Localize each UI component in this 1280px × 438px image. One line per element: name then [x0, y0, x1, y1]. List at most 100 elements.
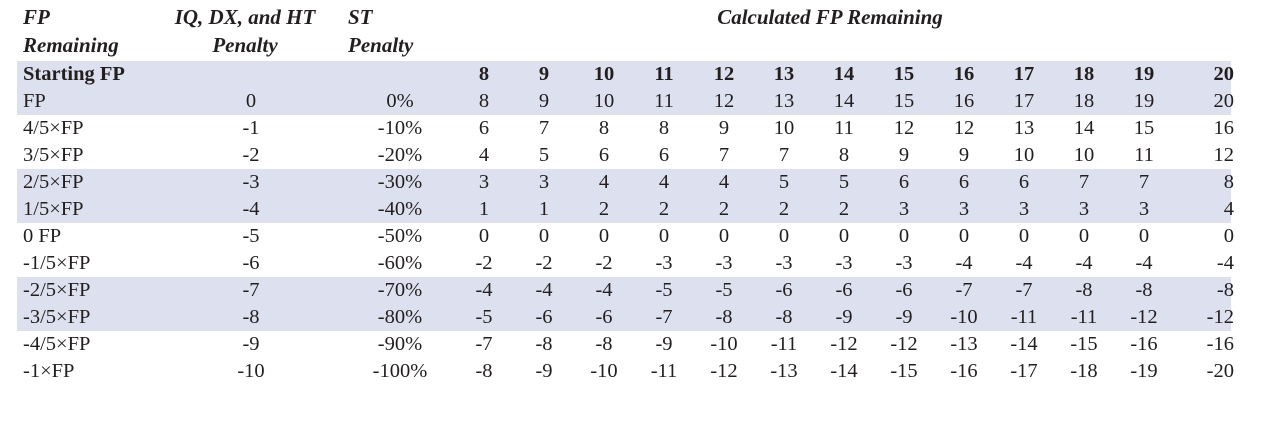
- fp-value-cell: 15: [893, 63, 915, 85]
- fp-value-cell: 19: [1133, 63, 1155, 85]
- fp-value-cell: -3: [775, 252, 793, 274]
- st-penalty-cell: -90%: [377, 333, 423, 355]
- fp-value-cell: -9: [535, 360, 553, 382]
- fp-value-cell: 17: [1013, 90, 1035, 112]
- fp-value-cell: 14: [833, 63, 855, 85]
- fp-value-cell: 5: [538, 144, 550, 166]
- table-row: 2/5×FP -3 -30% 3 3 4 4 4 5 5 6 6 6 7 7 8: [17, 169, 1238, 196]
- fp-value-cell: -2: [475, 252, 493, 274]
- fp-value-cell: -11: [650, 360, 678, 382]
- fp-value-cell: -15: [890, 360, 918, 382]
- fp-value-cell: 18: [1073, 63, 1095, 85]
- iq-dx-ht-penalty-cell: -3: [242, 171, 260, 193]
- fp-value-cell: 0: [958, 225, 970, 247]
- fp-value-cell: -8: [1075, 279, 1093, 301]
- fp-value-cell: 2: [778, 198, 790, 220]
- iq-dx-ht-penalty-cell: [156, 61, 346, 88]
- row-label: 4/5×FP: [23, 117, 84, 139]
- fp-value-cell: -4: [475, 279, 493, 301]
- fp-value-cell: -7: [955, 279, 973, 301]
- fp-value-cell: 10: [1073, 144, 1095, 166]
- fp-value-cell: 0: [1138, 225, 1150, 247]
- fp-value-cell: 11: [834, 117, 854, 139]
- st-penalty-cell: -100%: [372, 360, 428, 382]
- fp-value-cell: -2: [535, 252, 553, 274]
- fp-value-cell: 7: [718, 144, 730, 166]
- fp-value-cell: 18: [1073, 90, 1095, 112]
- fp-value-cell: 20: [1213, 90, 1235, 112]
- header-st-penalty-line2: Penalty: [348, 33, 414, 57]
- fp-value-cell: 0: [478, 225, 490, 247]
- fp-value-cell: 16: [953, 63, 975, 85]
- fp-value-cell: -6: [775, 279, 793, 301]
- fp-value-cell: -13: [950, 333, 978, 355]
- fp-value-cell: -4: [535, 279, 553, 301]
- fp-value-cell: 8: [1223, 171, 1234, 193]
- fp-value-cell: -12: [710, 360, 738, 382]
- st-penalty-cell: -10%: [377, 117, 423, 139]
- fp-value-cell: 6: [658, 144, 670, 166]
- table-row: -1/5×FP -6 -60% -2 -2 -2 -3 -3 -3 -3 -3 -4 -4 -4 -4 -4: [17, 250, 1238, 277]
- fp-value-cell: -7: [1015, 279, 1033, 301]
- fp-value-cell: -11: [1070, 306, 1098, 328]
- header-st-penalty-line1: ST: [348, 5, 373, 29]
- fp-value-cell: -8: [715, 306, 733, 328]
- fp-value-cell: -5: [655, 279, 673, 301]
- header-fp-remaining: FP Remaining: [23, 3, 119, 59]
- row-band-lower: [17, 277, 1231, 331]
- fp-value-cell: 3: [1018, 198, 1030, 220]
- fp-value-cell: 5: [838, 171, 850, 193]
- iq-dx-ht-penalty-cell: -4: [242, 198, 260, 220]
- fp-value-cell: 3: [478, 171, 490, 193]
- iq-dx-ht-penalty-cell: -9: [242, 333, 260, 355]
- st-penalty-cell: -50%: [377, 225, 423, 247]
- iq-dx-ht-penalty-cell: -8: [242, 306, 260, 328]
- fp-value-cell: 9: [718, 117, 730, 139]
- st-penalty-cell: -20%: [377, 144, 423, 166]
- fp-value-cell: 12: [893, 117, 915, 139]
- fp-value-cell: -20: [1206, 360, 1234, 382]
- fp-value-cell: -10: [950, 306, 978, 328]
- fp-value-cell: -4: [1015, 252, 1033, 274]
- fp-value-cell: 8: [478, 63, 490, 85]
- fp-value-cell: 2: [838, 198, 850, 220]
- fp-value-cell: 6: [898, 171, 910, 193]
- fp-value-cell: 2: [598, 198, 610, 220]
- row-label: -3/5×FP: [23, 306, 91, 328]
- fp-value-cell: 12: [953, 117, 975, 139]
- header-calculated-fp-remaining: Calculated FP Remaining: [717, 5, 943, 29]
- fp-value-cell: 8: [478, 90, 490, 112]
- row-label: -2/5×FP: [23, 279, 91, 301]
- fp-value-cell: 6: [958, 171, 970, 193]
- fp-value-cell: -16: [1130, 333, 1158, 355]
- fp-value-cell: -12: [1130, 306, 1158, 328]
- fp-value-cell: 11: [1134, 144, 1154, 166]
- fp-value-cell: 4: [1223, 198, 1234, 220]
- iq-dx-ht-penalty-cell: 0: [245, 90, 257, 112]
- fp-value-cell: -12: [1206, 306, 1234, 328]
- fp-value-cell: 0: [1078, 225, 1090, 247]
- fp-value-cell: -4: [1075, 252, 1093, 274]
- row-label: FP: [23, 90, 46, 112]
- fp-value-cell: 20: [1213, 63, 1235, 85]
- st-penalty-cell: -40%: [377, 198, 423, 220]
- fp-value-cell: 10: [593, 63, 615, 85]
- fp-value-cell: -10: [710, 333, 738, 355]
- iq-dx-ht-penalty-cell: -6: [242, 252, 260, 274]
- fp-value-cell: 14: [1073, 117, 1095, 139]
- fp-value-cell: 13: [773, 90, 795, 112]
- fp-value-cell: 12: [1213, 144, 1235, 166]
- fp-value-cell: 9: [538, 63, 550, 85]
- table-row: 1/5×FP -4 -40% 1 1 2 2 2 2 2 3 3 3 3 3 4: [17, 196, 1238, 223]
- fp-value-cell: 5: [778, 171, 790, 193]
- fp-value-cell: 12: [713, 63, 735, 85]
- fp-value-cell: 6: [598, 144, 610, 166]
- table-row: 3/5×FP -2 -20% 4 5 6 6 7 7 8 9 9 10 10 11 12: [17, 142, 1238, 169]
- fp-value-cell: -9: [655, 333, 673, 355]
- fp-value-cell: 3: [898, 198, 910, 220]
- row-label: 1/5×FP: [23, 198, 84, 220]
- fp-value-cell: -4: [595, 279, 613, 301]
- fp-value-cell: -9: [895, 306, 913, 328]
- fp-value-cell: 4: [598, 171, 610, 193]
- fp-value-cell: 15: [893, 90, 915, 112]
